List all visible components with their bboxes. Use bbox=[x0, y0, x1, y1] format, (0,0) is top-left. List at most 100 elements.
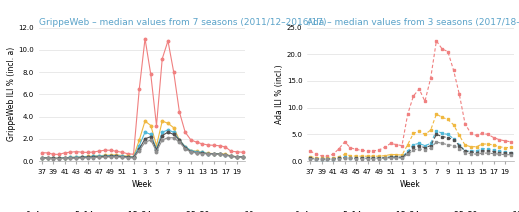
15–34 yrs bbox=[307, 157, 313, 160]
5–14 yrs bbox=[508, 146, 514, 148]
0–4 yrs bbox=[130, 153, 136, 155]
5–14 yrs bbox=[479, 143, 485, 145]
15–34 yrs bbox=[468, 150, 474, 152]
15–34 yrs bbox=[159, 131, 166, 134]
60+ yrs bbox=[485, 152, 491, 154]
60+ yrs bbox=[490, 152, 497, 155]
Text: Ada – median values from 3 seasons (2017/18–2019/20): Ada – median values from 3 seasons (2017… bbox=[307, 18, 519, 27]
5–14 yrs bbox=[342, 153, 348, 156]
0–4 yrs bbox=[50, 153, 57, 155]
15–34 yrs bbox=[399, 156, 405, 159]
15–34 yrs bbox=[387, 156, 393, 158]
35–59 yrs bbox=[165, 131, 171, 134]
60+ yrs bbox=[342, 157, 348, 159]
Legend: 0–4 yrs, 5–14 yrs, 15–34 yrs, 35–59 yrs, 60+ yrs: 0–4 yrs, 5–14 yrs, 15–34 yrs, 35–59 yrs,… bbox=[7, 208, 277, 212]
15–34 yrs bbox=[359, 157, 365, 159]
60+ yrs bbox=[468, 152, 474, 155]
5–14 yrs bbox=[468, 145, 474, 148]
5–14 yrs bbox=[307, 156, 313, 158]
5–14 yrs bbox=[405, 143, 411, 146]
5–14 yrs bbox=[376, 155, 382, 158]
0–4 yrs bbox=[56, 153, 62, 156]
5–14 yrs bbox=[473, 145, 480, 148]
15–34 yrs bbox=[136, 144, 142, 147]
0–4 yrs bbox=[508, 141, 514, 143]
5–14 yrs bbox=[102, 154, 108, 157]
0–4 yrs bbox=[364, 150, 371, 152]
60+ yrs bbox=[376, 157, 382, 160]
60+ yrs bbox=[222, 154, 228, 156]
60+ yrs bbox=[119, 156, 125, 159]
5–14 yrs bbox=[445, 118, 451, 121]
5–14 yrs bbox=[96, 155, 102, 157]
0–4 yrs bbox=[90, 151, 97, 153]
35–59 yrs bbox=[336, 157, 342, 160]
0–4 yrs bbox=[324, 155, 331, 158]
60+ yrs bbox=[113, 156, 119, 158]
5–14 yrs bbox=[496, 145, 502, 148]
0–4 yrs bbox=[342, 141, 348, 143]
15–34 yrs bbox=[347, 156, 353, 159]
0–4 yrs bbox=[336, 148, 342, 150]
0–4 yrs bbox=[205, 144, 211, 146]
15–34 yrs bbox=[485, 148, 491, 150]
0–4 yrs bbox=[490, 136, 497, 139]
0–4 yrs bbox=[159, 57, 166, 60]
35–59 yrs bbox=[136, 148, 142, 150]
35–59 yrs bbox=[222, 153, 228, 156]
5–14 yrs bbox=[107, 154, 114, 156]
60+ yrs bbox=[239, 156, 245, 159]
0–4 yrs bbox=[228, 150, 234, 153]
15–34 yrs bbox=[324, 158, 331, 160]
15–34 yrs bbox=[67, 156, 74, 159]
0–4 yrs bbox=[313, 153, 319, 155]
35–59 yrs bbox=[428, 144, 434, 147]
60+ yrs bbox=[96, 156, 102, 159]
15–34 yrs bbox=[376, 156, 382, 159]
15–34 yrs bbox=[319, 158, 325, 160]
0–4 yrs bbox=[222, 146, 228, 148]
60+ yrs bbox=[67, 157, 74, 159]
60+ yrs bbox=[50, 157, 57, 160]
60+ yrs bbox=[508, 153, 514, 156]
60+ yrs bbox=[324, 158, 331, 161]
5–14 yrs bbox=[433, 113, 440, 115]
15–34 yrs bbox=[313, 158, 319, 160]
Legend: 0–4 yrs, 5–14 yrs, 15–34 yrs, 35–59 yrs, 60+ yrs: 0–4 yrs, 5–14 yrs, 15–34 yrs, 35–59 yrs,… bbox=[276, 208, 519, 212]
5–14 yrs bbox=[199, 151, 206, 154]
60+ yrs bbox=[330, 158, 336, 160]
15–34 yrs bbox=[364, 157, 371, 159]
0–4 yrs bbox=[405, 113, 411, 115]
60+ yrs bbox=[130, 157, 136, 159]
60+ yrs bbox=[205, 153, 211, 155]
15–34 yrs bbox=[479, 148, 485, 150]
0–4 yrs bbox=[234, 151, 240, 153]
35–59 yrs bbox=[119, 155, 125, 158]
5–14 yrs bbox=[182, 145, 188, 148]
15–34 yrs bbox=[330, 158, 336, 160]
15–34 yrs bbox=[73, 156, 79, 159]
0–4 yrs bbox=[239, 151, 245, 153]
Line: 35–59 yrs: 35–59 yrs bbox=[309, 133, 512, 160]
0–4 yrs bbox=[370, 150, 376, 152]
35–59 yrs bbox=[171, 133, 177, 136]
15–34 yrs bbox=[353, 157, 359, 159]
60+ yrs bbox=[45, 157, 51, 160]
0–4 yrs bbox=[154, 124, 160, 127]
35–59 yrs bbox=[468, 151, 474, 153]
0–4 yrs bbox=[456, 93, 462, 96]
60+ yrs bbox=[456, 148, 462, 150]
60+ yrs bbox=[347, 157, 353, 160]
60+ yrs bbox=[416, 148, 422, 150]
15–34 yrs bbox=[102, 155, 108, 157]
15–34 yrs bbox=[211, 152, 217, 155]
60+ yrs bbox=[90, 156, 97, 159]
0–4 yrs bbox=[307, 150, 313, 152]
X-axis label: Week: Week bbox=[400, 180, 421, 189]
5–14 yrs bbox=[319, 157, 325, 160]
0–4 yrs bbox=[330, 153, 336, 155]
35–59 yrs bbox=[142, 138, 148, 140]
60+ yrs bbox=[62, 157, 68, 160]
0–4 yrs bbox=[393, 143, 399, 146]
35–59 yrs bbox=[216, 153, 223, 155]
